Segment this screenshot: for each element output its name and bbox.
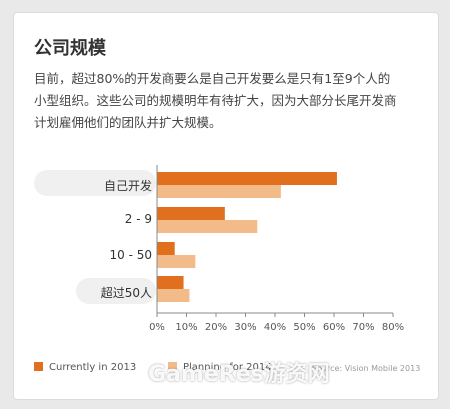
legend-label-current: Currently in 2013 bbox=[49, 362, 137, 373]
x-tick-label: 10% bbox=[175, 322, 197, 333]
x-tick-label: 40% bbox=[264, 322, 286, 333]
bar-planning-2 bbox=[157, 255, 196, 268]
bar-current-2 bbox=[157, 242, 175, 255]
x-tick-label: 20% bbox=[205, 322, 227, 333]
legend-swatch-current bbox=[34, 362, 43, 371]
category-highlight-3 bbox=[76, 278, 156, 304]
page-title: 公司规模 bbox=[34, 38, 106, 59]
bar-current-1 bbox=[157, 207, 225, 220]
x-tick-label: 30% bbox=[234, 322, 256, 333]
category-highlight-0 bbox=[34, 170, 156, 196]
x-tick-label: 80% bbox=[382, 322, 404, 333]
x-tick-label: 70% bbox=[352, 322, 374, 333]
legend-planning: Planning for 2014 bbox=[168, 362, 272, 373]
source-note: Source: Vision Mobile 2013 bbox=[312, 364, 421, 373]
x-tick-label: 60% bbox=[323, 322, 345, 333]
legend-label-planning: Planning for 2014 bbox=[183, 362, 272, 373]
bar-current-3 bbox=[157, 276, 184, 289]
category-label-3: 超过50人 bbox=[100, 286, 152, 300]
category-label-2: 10 - 50 bbox=[109, 248, 153, 262]
x-tick-label: 50% bbox=[293, 322, 315, 333]
legend-current: Currently in 2013 bbox=[34, 362, 136, 373]
description-text: 目前，超过80%的开发商要么是自己开发要么是只有1至9个人的小型组织。这些公司的… bbox=[34, 71, 397, 130]
legend-swatch-planning bbox=[168, 362, 177, 371]
bar-planning-0 bbox=[157, 185, 281, 198]
bar-planning-3 bbox=[157, 289, 190, 302]
category-label-1: 2 - 9 bbox=[124, 212, 152, 226]
category-label-0: 自己开发 bbox=[103, 179, 152, 193]
watermark-logo: GameRes游资网 bbox=[148, 362, 330, 387]
bar-planning-1 bbox=[157, 220, 258, 233]
bar-current-0 bbox=[157, 172, 337, 185]
x-tick-label: 0% bbox=[149, 322, 165, 333]
chart-card bbox=[13, 12, 439, 400]
